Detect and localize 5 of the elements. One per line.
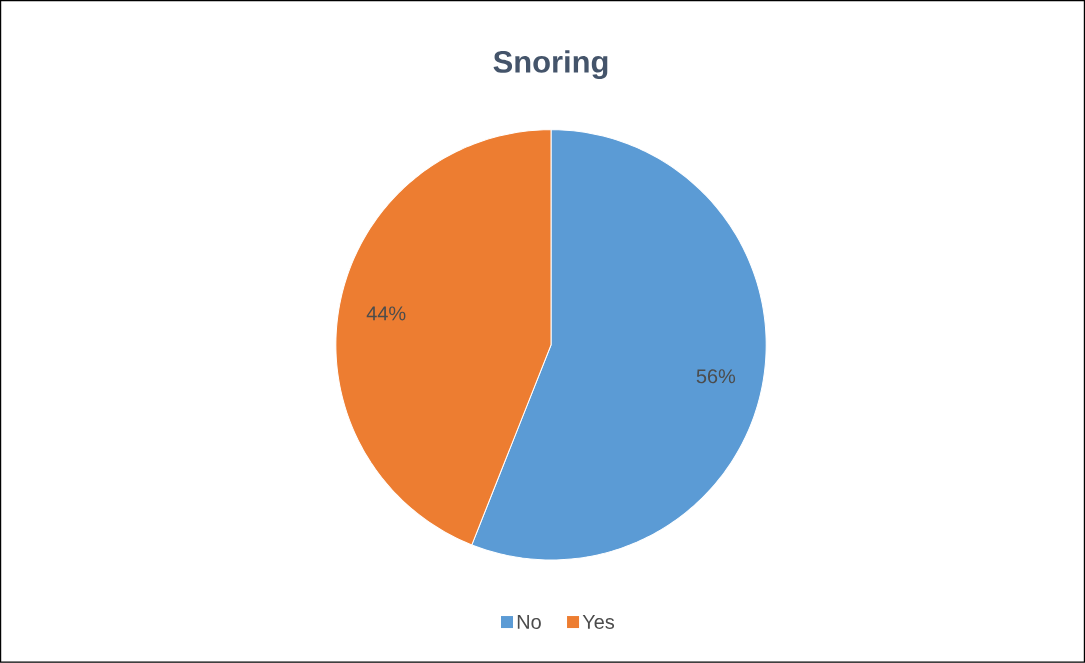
data-label: 44%: [366, 306, 406, 321]
data-label: 56%: [696, 369, 736, 384]
chart-title: Snoring: [493, 50, 608, 80]
legend-label: Yes: [582, 615, 615, 630]
legend-label: No: [517, 615, 541, 630]
